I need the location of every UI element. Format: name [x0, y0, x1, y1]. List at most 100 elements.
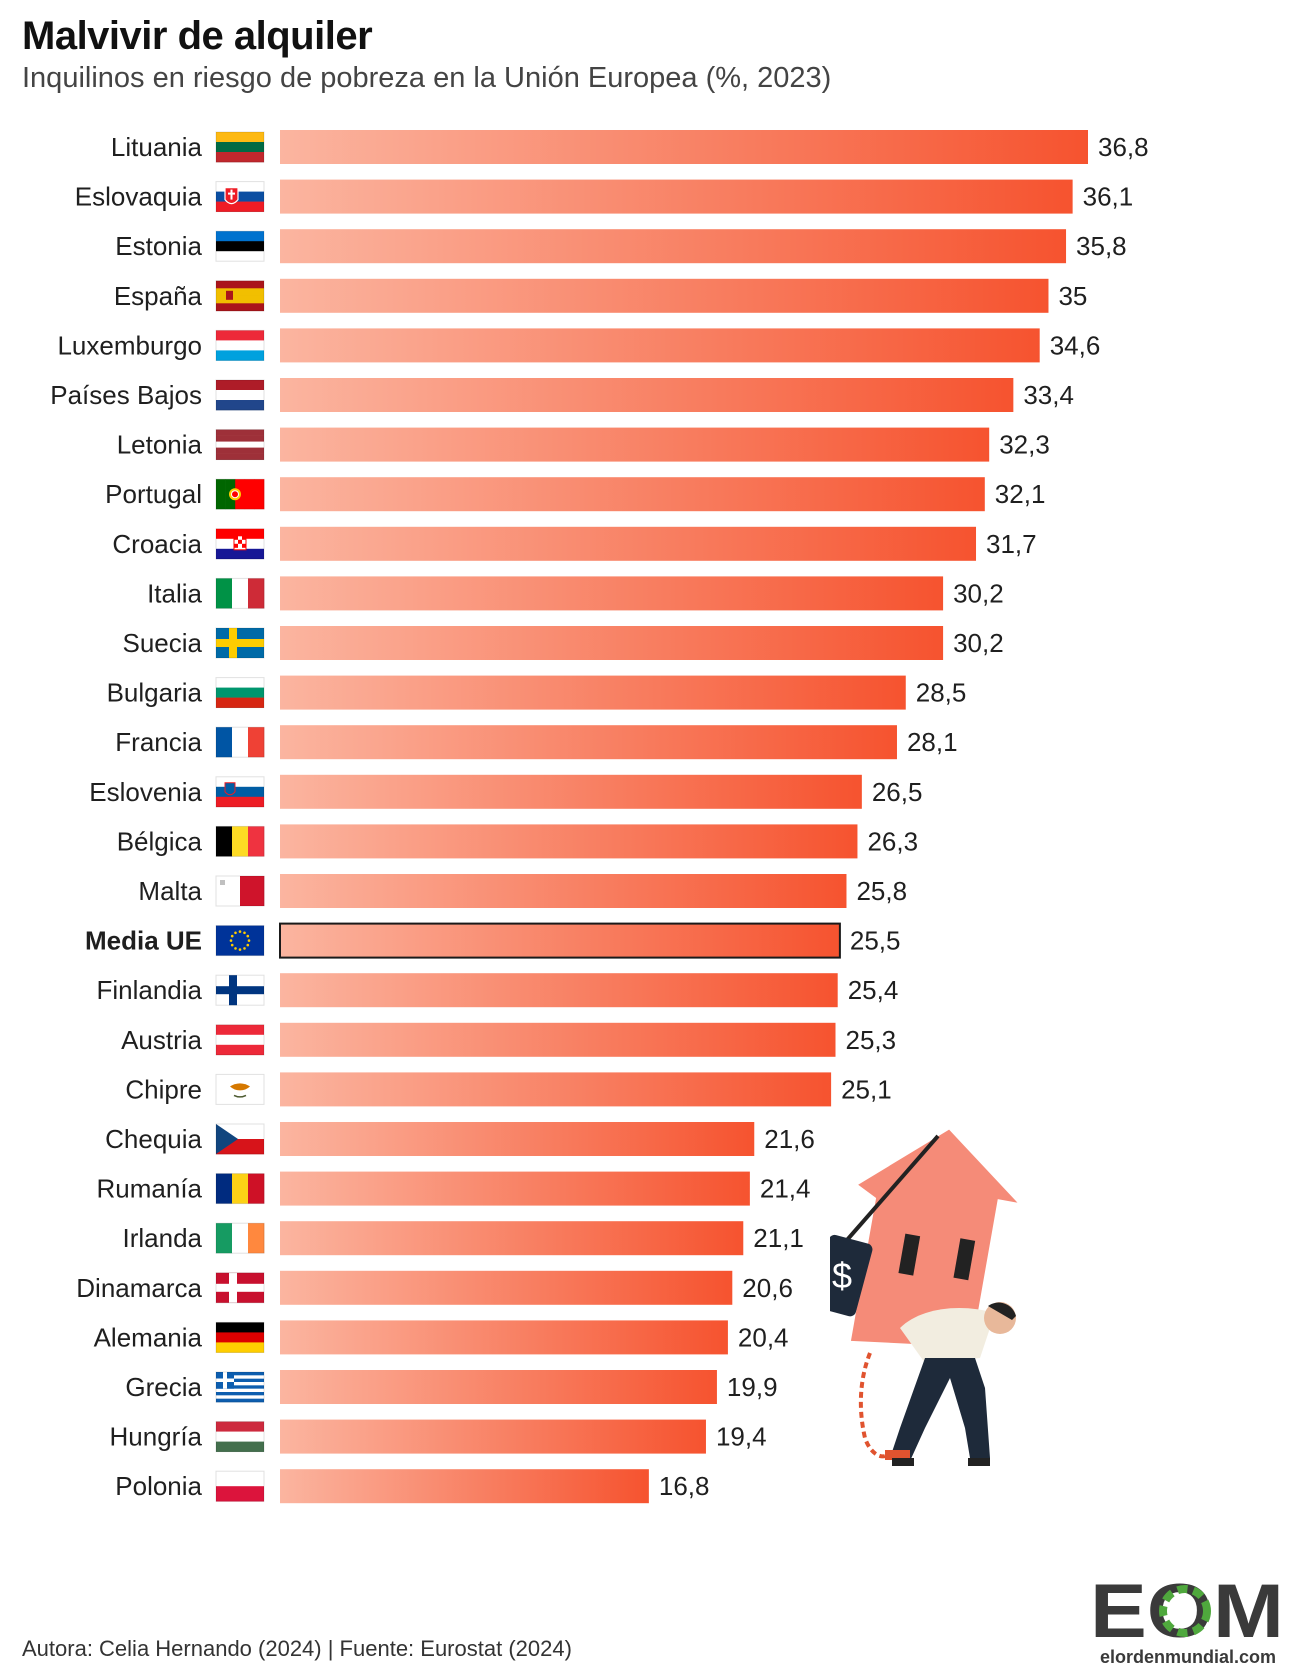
bar [280, 824, 858, 859]
austria-flag-icon [215, 1024, 265, 1056]
bar [280, 328, 1040, 363]
category-label: Grecia [125, 1372, 202, 1402]
value-label: 20,4 [738, 1322, 789, 1352]
category-label: Austria [121, 1025, 202, 1055]
value-label: 19,9 [727, 1372, 778, 1402]
bar-row-media-ue: Media UE 25,5 [85, 922, 901, 959]
category-label: Lituania [111, 132, 203, 162]
bar-row-letonia: Letonia 32,3 [117, 427, 1050, 462]
value-label: 16,8 [659, 1471, 710, 1501]
category-label: Países Bajos [50, 380, 202, 410]
bar [280, 427, 990, 462]
bar [280, 1469, 649, 1504]
house-icon [850, 1129, 1018, 1347]
bar [280, 973, 838, 1008]
value-label: 32,3 [999, 430, 1050, 460]
value-label: 21,6 [764, 1124, 815, 1154]
category-label: Bélgica [117, 826, 203, 856]
bar-row-estonia: Estonia 35,8 [115, 229, 1127, 264]
value-label: 25,3 [846, 1025, 897, 1055]
value-label: 20,6 [742, 1273, 793, 1303]
bar [280, 1419, 706, 1454]
luxembourg-flag-icon [215, 329, 265, 361]
category-label: España [114, 281, 203, 311]
value-label: 35,8 [1076, 231, 1127, 261]
chart-title: Malvivir de alquiler [22, 14, 373, 58]
bar-row-hungria: Hungría 19,4 [110, 1419, 767, 1454]
bar-row-bulgaria: Bulgaria 28,5 [107, 675, 966, 710]
value-label: 30,2 [953, 578, 1004, 608]
bar-row-belgica: Bélgica 26,3 [117, 824, 918, 859]
value-label: 21,1 [753, 1223, 804, 1253]
category-label: Bulgaria [107, 678, 203, 708]
value-label: 32,1 [995, 479, 1046, 509]
bar [280, 1171, 750, 1206]
italy-flag-icon [215, 577, 265, 609]
category-label: Chipre [125, 1074, 202, 1104]
bar [280, 130, 1088, 164]
bar [280, 626, 944, 660]
bar-row-dinamarca: Dinamarca 20,6 [76, 1270, 793, 1305]
portugal-flag-icon [215, 478, 265, 510]
category-label: Eslovaquia [75, 182, 203, 212]
bar [280, 278, 1049, 313]
bar-row-eslovenia: Eslovenia 26,5 [89, 774, 923, 809]
value-label: 28,1 [907, 727, 958, 757]
bar [279, 922, 841, 959]
bar-row-rumania: Rumanía 21,4 [97, 1171, 810, 1206]
bar-row-grecia: Grecia 19,9 [125, 1370, 778, 1404]
bar-row-espana: España 35 [114, 278, 1087, 313]
bar [280, 874, 847, 908]
bar [280, 675, 906, 710]
bar-row-malta: Malta 25,8 [138, 874, 907, 908]
eu-flag-icon [215, 925, 265, 957]
category-label: Estonia [115, 231, 202, 261]
value-label: 36,1 [1083, 182, 1134, 212]
category-label: Irlanda [123, 1223, 203, 1253]
bar [280, 1270, 733, 1305]
price-tag-text: $ [832, 1255, 852, 1296]
bulgaria-flag-icon [215, 677, 265, 709]
france-flag-icon [215, 726, 265, 758]
bar-chart: Lituania 36,8 Eslovaquia 36,1 Estonia 35,8 Esp… [50, 130, 1149, 1504]
belgium-flag-icon [215, 825, 265, 857]
bar [280, 179, 1073, 214]
category-label: Malta [138, 876, 202, 906]
finland-flag-icon [215, 974, 265, 1006]
category-label: Media UE [85, 926, 202, 956]
price-tag-icon: $ [830, 1234, 873, 1317]
bar [280, 1221, 744, 1256]
value-label: 35 [1058, 281, 1087, 311]
category-label: Alemania [94, 1322, 203, 1352]
malta-flag-icon [215, 875, 265, 907]
bar-row-lituania: Lituania 36,8 [111, 130, 1149, 164]
category-label: Finlandia [96, 975, 202, 1005]
category-label: Dinamarca [76, 1273, 202, 1303]
bar [280, 1022, 836, 1057]
value-label: 25,1 [841, 1074, 892, 1104]
bar-row-finlandia: Finlandia 25,4 [96, 973, 898, 1008]
greece-flag-icon [215, 1371, 265, 1403]
value-label: 36,8 [1098, 132, 1149, 162]
value-label: 26,5 [872, 777, 923, 807]
value-label: 26,3 [867, 826, 918, 856]
bar-row-luxemburgo: Luxemburgo 34,6 [57, 328, 1101, 363]
bar-row-chequia: Chequia 21,6 [105, 1122, 815, 1156]
netherlands-flag-icon [215, 379, 265, 411]
value-label: 30,2 [953, 628, 1004, 658]
man-carrying-house-illustration: $ [830, 1129, 1018, 1466]
bar-row-suecia: Suecia 30,2 [123, 626, 1004, 660]
category-label: Luxemburgo [57, 330, 202, 360]
value-label: 33,4 [1023, 380, 1074, 410]
bar-row-chipre: Chipre 25,1 [125, 1072, 892, 1107]
value-label: 34,6 [1050, 330, 1101, 360]
bar-row-alemania: Alemania 20,4 [94, 1320, 789, 1355]
germany-flag-icon [215, 1321, 265, 1353]
romania-flag-icon [215, 1173, 265, 1205]
value-label: 25,8 [856, 876, 907, 906]
slovakia-flag-icon [215, 181, 265, 213]
logo-url: elordenmundial.com [1100, 1647, 1276, 1667]
category-label: Chequia [105, 1124, 202, 1154]
bar-row-polonia: Polonia 16,8 [115, 1469, 710, 1504]
bar-row-italia: Italia 30,2 [147, 576, 1004, 611]
